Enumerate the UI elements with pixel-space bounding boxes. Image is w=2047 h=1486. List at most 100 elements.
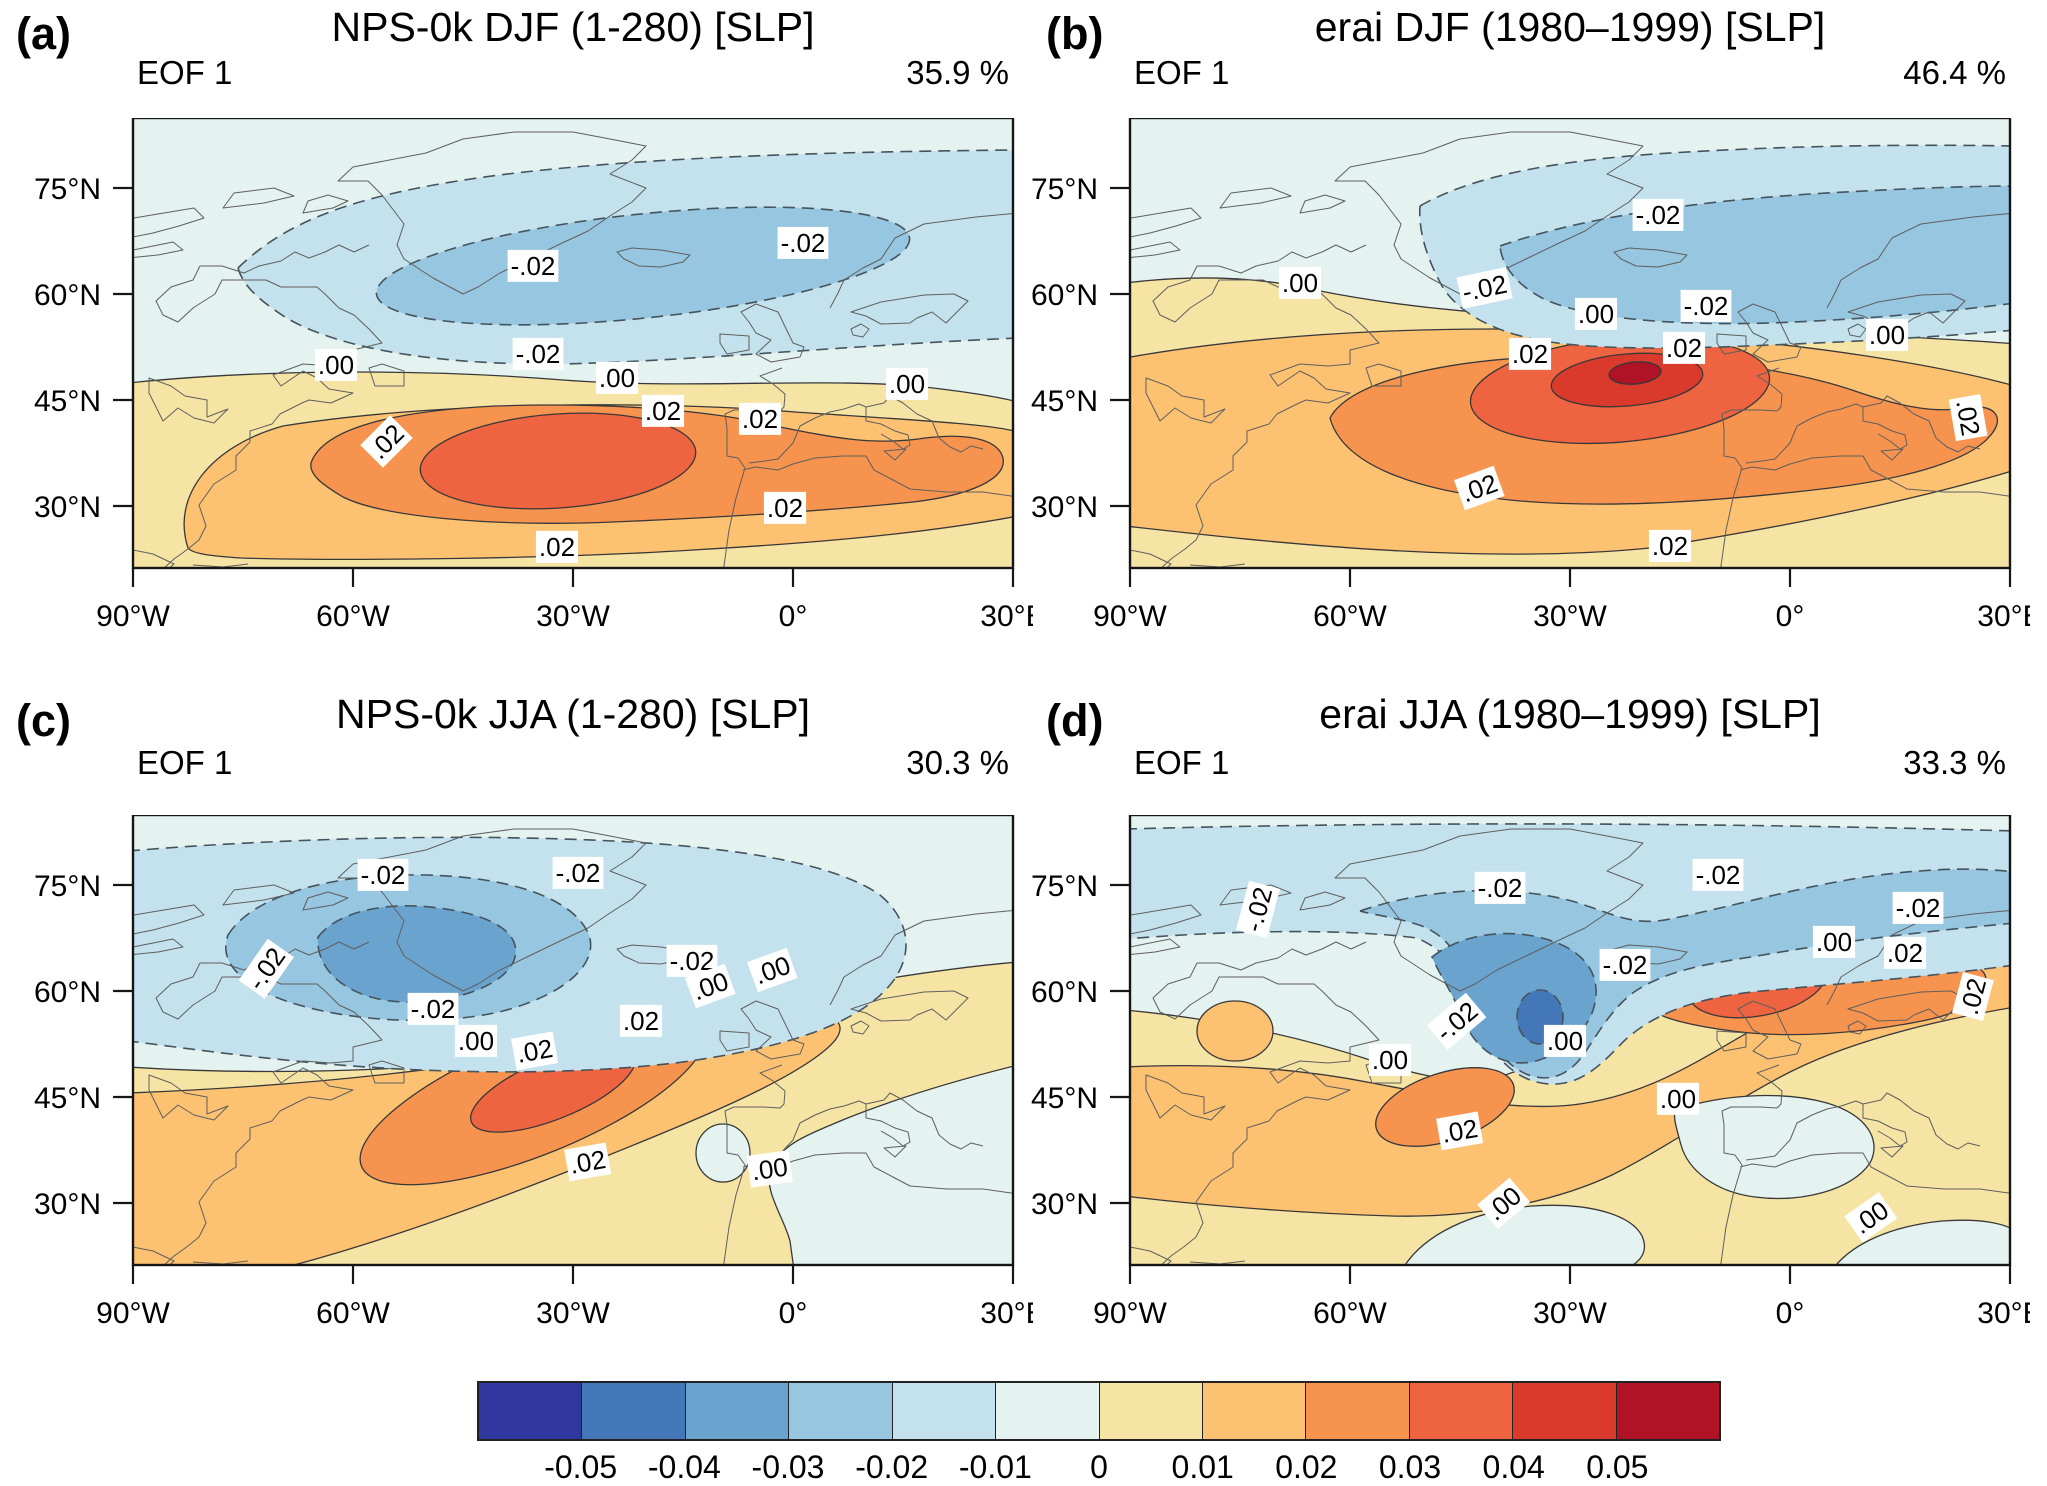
panel-c: (c) NPS-0k JJA (1-280) [SLP] EOF 1 30.3 … bbox=[0, 686, 1033, 1372]
lon-tick-label: 30°W bbox=[1533, 1297, 1607, 1330]
panel-d-eof-label: EOF 1 bbox=[1134, 744, 1230, 781]
panel-b-contour-labels: -.02-.02 -.02.00.00.00.02.02.02.02.02 bbox=[1278, 198, 1988, 562]
svg-text:-.02: -.02 bbox=[1684, 291, 1729, 321]
lat-tick-label: 30°N bbox=[1031, 491, 1098, 524]
lon-tick-label: 0° bbox=[1776, 600, 1805, 633]
contour-label: .02 bbox=[1948, 394, 1988, 442]
svg-text:.02: .02 bbox=[767, 493, 803, 523]
panel-d-letter: (d) bbox=[1046, 695, 1104, 746]
lat-tick-label: 30°N bbox=[34, 1188, 101, 1221]
panel-c-contour-fills bbox=[133, 815, 1013, 1265]
colorbar-cell bbox=[1513, 1383, 1617, 1439]
panel-c-eof-label: EOF 1 bbox=[137, 744, 233, 781]
svg-text:.00: .00 bbox=[318, 350, 354, 380]
colorbar-cell bbox=[789, 1383, 893, 1439]
colorbar-cell bbox=[685, 1383, 790, 1439]
colorbar-cell bbox=[1306, 1383, 1410, 1439]
lon-tick-label: 90°W bbox=[1093, 600, 1167, 633]
panel-b-variance: 46.4 % bbox=[1903, 54, 2006, 91]
svg-text:-.02: -.02 bbox=[511, 251, 556, 281]
contour-label: .00 bbox=[746, 1150, 793, 1188]
svg-text:-.02: -.02 bbox=[516, 339, 561, 369]
svg-text:-.02: -.02 bbox=[1896, 893, 1941, 923]
lat-tick-label: 60°N bbox=[1031, 279, 1098, 312]
contour-label: .02 bbox=[1508, 337, 1552, 370]
lon-tick-label: 0° bbox=[1776, 1297, 1805, 1330]
contour-label: -.02 bbox=[1692, 858, 1744, 891]
svg-text:.00: .00 bbox=[889, 369, 925, 399]
panel-b-title: erai DJF (1980–1999) [SLP] bbox=[1314, 4, 1826, 50]
colorbar-cell bbox=[892, 1383, 997, 1439]
contour-label: -.02 bbox=[666, 944, 718, 977]
contour-label: .00 bbox=[1865, 318, 1909, 351]
contour-label: -.02 bbox=[407, 992, 459, 1025]
panel-c-axes: 75°N 60°N 45°N 30°N 90°W 60°W 30°W 0° 30°E bbox=[34, 870, 1033, 1330]
lon-tick-label: 60°W bbox=[1313, 600, 1387, 633]
panel-b-axes: 75°N 60°N 45°N 30°N 90°W 60°W 30°W 0° 30°E bbox=[1031, 173, 2030, 633]
panel-a-contour-fills bbox=[133, 118, 1013, 568]
panel-c-map: -.02 -.02-.02-.02-.02.00.00.00.00.02.02.0… bbox=[34, 815, 1033, 1330]
lat-tick-label: 75°N bbox=[34, 870, 101, 903]
panel-b: (b) erai DJF (1980–1999) [SLP] EOF 1 46.… bbox=[1024, 0, 2047, 686]
contour-label: .02 bbox=[511, 1031, 559, 1071]
lon-tick-label: 30°W bbox=[1533, 600, 1607, 633]
panel-d: (d) erai JJA (1980–1999) [SLP] EOF 1 33.… bbox=[1024, 686, 2047, 1372]
lat-tick-label: 60°N bbox=[34, 976, 101, 1009]
contour-label: .02 bbox=[619, 1004, 663, 1037]
lat-tick-label: 60°N bbox=[34, 279, 101, 312]
panel-d-title: erai JJA (1980–1999) [SLP] bbox=[1319, 691, 1821, 737]
colorbar-cell bbox=[1202, 1383, 1307, 1439]
svg-text:.00: .00 bbox=[1660, 1084, 1696, 1114]
lon-tick-label: 60°W bbox=[1313, 1297, 1387, 1330]
svg-text:.00: .00 bbox=[1372, 1045, 1408, 1075]
contour-label: -.02 bbox=[1680, 289, 1732, 322]
svg-text:-.02: -.02 bbox=[1603, 950, 1648, 980]
colorbar bbox=[477, 1381, 1721, 1441]
contour-label: .02 bbox=[1648, 529, 1692, 562]
svg-text:.02: .02 bbox=[1439, 1113, 1480, 1149]
panel-c-title: NPS-0k JJA (1-280) [SLP] bbox=[336, 691, 810, 737]
colorbar-tick-label: 0.05 bbox=[1586, 1449, 1649, 1485]
svg-text:-.02: -.02 bbox=[781, 228, 826, 258]
colorbar-cell bbox=[1099, 1383, 1203, 1439]
svg-text:.00: .00 bbox=[599, 363, 635, 393]
contour-label: -.02 bbox=[357, 858, 409, 891]
panel-a: (a) NPS-0k DJF (1-280) [SLP] EOF 1 35.9 … bbox=[0, 0, 1033, 686]
lon-tick-label: 0° bbox=[779, 600, 808, 633]
panel-a-map: -.02-.02-.02.00.00.00.02.02.02.02.02 75°… bbox=[34, 118, 1033, 633]
contour-label: -.02 bbox=[1632, 198, 1684, 231]
svg-text:.02: .02 bbox=[623, 1006, 659, 1036]
colorbar-tick-label: 0.04 bbox=[1482, 1449, 1545, 1485]
lon-tick-label: 30°E bbox=[1977, 1297, 2030, 1330]
svg-text:-.02: -.02 bbox=[1696, 860, 1741, 890]
contour-label: .02 bbox=[1436, 1111, 1484, 1151]
lon-tick-label: 30°W bbox=[536, 600, 610, 633]
svg-text:.00: .00 bbox=[458, 1026, 494, 1056]
svg-text:.00: .00 bbox=[1869, 320, 1905, 350]
panel-d-axes: 75°N 60°N 45°N 30°N 90°W 60°W 30°W 0° 30°E bbox=[1031, 870, 2030, 1330]
panel-d-variance: 33.3 % bbox=[1903, 744, 2006, 781]
svg-text:.02: .02 bbox=[1950, 397, 1986, 438]
colorbar-cell bbox=[582, 1383, 686, 1439]
panel-a-axes: 75°N 60°N 45°N 30°N 90°W 60°W 30°W 0° 30°E bbox=[34, 173, 1033, 633]
svg-text:.02: .02 bbox=[742, 404, 778, 434]
svg-text:.02: .02 bbox=[539, 532, 575, 562]
lat-tick-label: 30°N bbox=[34, 491, 101, 524]
panel-d-contour-fills bbox=[1130, 815, 2010, 1265]
colorbar-tick-label: -0.02 bbox=[855, 1449, 929, 1485]
contour-label: .02 bbox=[641, 394, 685, 427]
colorbar-cell bbox=[996, 1383, 1100, 1439]
contour-label: .00 bbox=[454, 1024, 498, 1057]
contour-label: -.02 bbox=[1892, 891, 1944, 924]
contour-label: .02 bbox=[535, 530, 579, 563]
lat-tick-label: 75°N bbox=[1031, 870, 1098, 903]
contour-label: -.02 bbox=[777, 226, 829, 259]
svg-text:.02: .02 bbox=[567, 1144, 608, 1180]
colorbar-cell bbox=[1616, 1383, 1720, 1439]
svg-text:-.02: -.02 bbox=[1478, 873, 1523, 903]
svg-text:.02: .02 bbox=[1512, 339, 1548, 369]
panel-a-eof-label: EOF 1 bbox=[137, 54, 233, 91]
panel-a-variance: 35.9 % bbox=[906, 54, 1009, 91]
lon-tick-label: 60°W bbox=[316, 1297, 390, 1330]
